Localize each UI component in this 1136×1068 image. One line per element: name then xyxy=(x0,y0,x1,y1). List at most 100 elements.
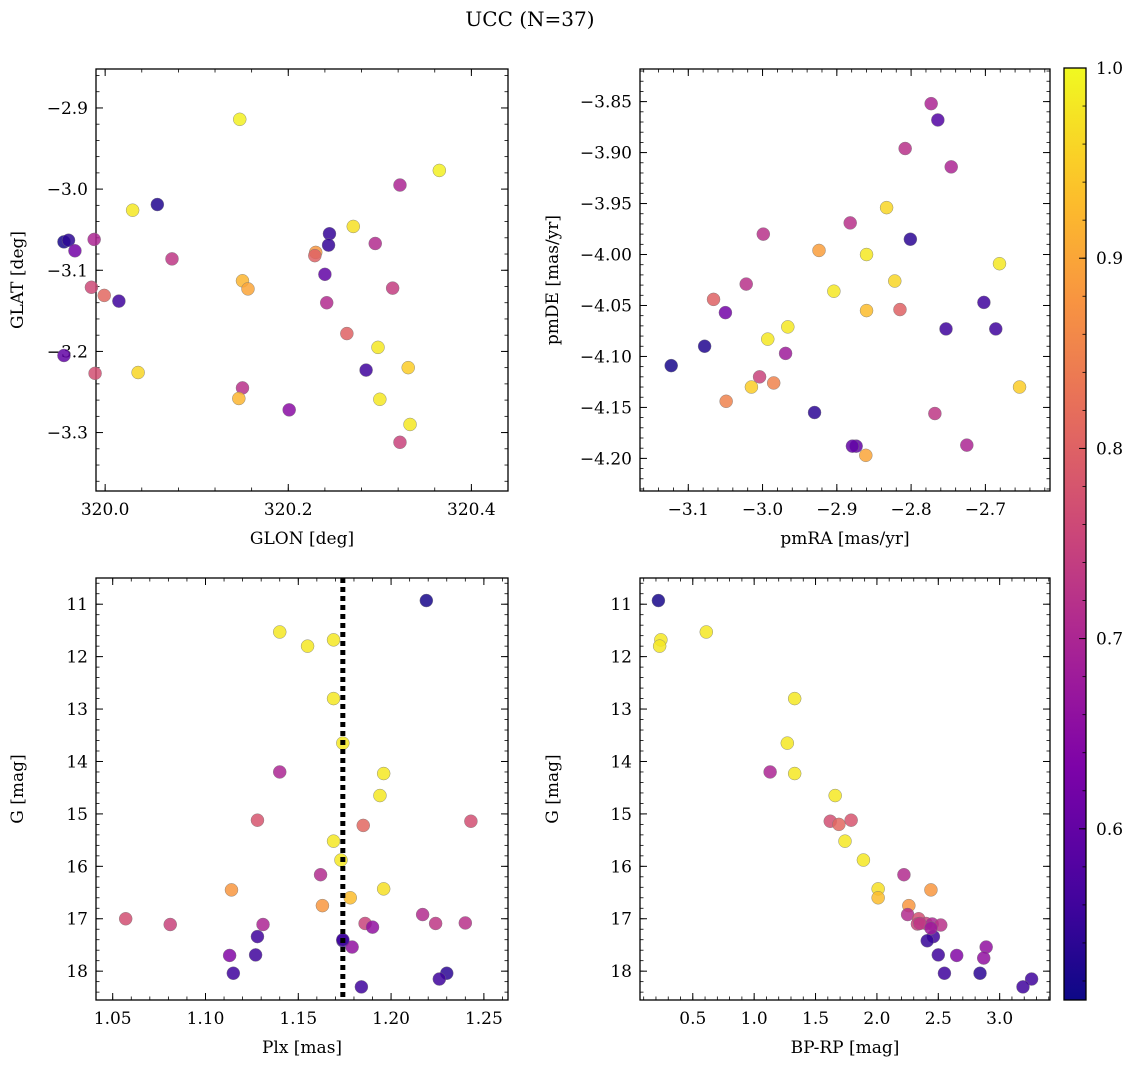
scatter-points xyxy=(651,593,1039,994)
y-tick-label: −4.20 xyxy=(580,449,632,469)
y-tick-label: −3.85 xyxy=(580,93,632,113)
scatter-point xyxy=(859,247,874,262)
scatter-point xyxy=(315,898,330,913)
scatter-point xyxy=(326,633,341,647)
scatter-point xyxy=(282,403,296,417)
y-tick-label: −3.90 xyxy=(580,144,632,164)
scatter-point xyxy=(326,834,341,848)
x-tick-label: −3.0 xyxy=(742,500,783,520)
scatter-point xyxy=(61,233,76,247)
scatter-point xyxy=(960,438,974,452)
scatter-point xyxy=(651,593,666,608)
colorbar-tick-label: 0.9 xyxy=(1096,249,1123,269)
y-tick-label: 16 xyxy=(66,857,88,877)
axes-frame xyxy=(95,577,509,1001)
scatter-point xyxy=(744,380,759,394)
scatter-point xyxy=(718,305,733,320)
panel-color-magnitude: 0.5 1.0 1.5 2.0 2.5 3.0 11 12 13 14 15 16 17 18 BP-RP … xyxy=(543,577,1051,1058)
scatter-point xyxy=(838,834,852,848)
scatter-point xyxy=(373,788,387,803)
scatter-point xyxy=(233,112,247,127)
scatter-point xyxy=(845,439,860,453)
y-tick-label: −4.10 xyxy=(580,347,632,367)
x-axis-label: GLON [deg] xyxy=(250,529,354,549)
y-tick-label: −3.0 xyxy=(47,180,88,200)
x-tick-label: 1.10 xyxy=(187,1009,225,1029)
y-tick-label: 15 xyxy=(66,805,88,825)
scatter-point xyxy=(931,948,945,962)
x-tick-label: 320.2 xyxy=(264,500,313,520)
scatter-point xyxy=(112,294,126,308)
scatter-point xyxy=(354,980,369,994)
scatter-point xyxy=(365,920,380,934)
scatter-point xyxy=(832,817,846,832)
scatter-point xyxy=(321,238,336,252)
scatter-point xyxy=(356,818,370,833)
colorbar-tick-label: 0.6 xyxy=(1096,820,1123,840)
axes-frame xyxy=(639,68,1051,492)
y-tick-label: −4.05 xyxy=(580,296,632,316)
x-tick-label: −3.1 xyxy=(668,500,709,520)
scatter-point xyxy=(373,392,387,406)
scatter-point xyxy=(371,340,385,355)
scatter-point xyxy=(898,141,912,156)
scatter-point xyxy=(893,302,907,317)
scatter-point xyxy=(250,813,265,827)
scatter-point xyxy=(256,917,270,932)
scatter-point xyxy=(88,366,102,381)
colorbar-tick-label: 0.8 xyxy=(1096,439,1123,459)
scatter-point xyxy=(224,883,239,897)
scatter-points xyxy=(57,112,447,450)
scatter-point xyxy=(359,363,373,377)
scatter-point xyxy=(652,639,667,653)
scatter-point xyxy=(812,243,826,258)
scatter-point xyxy=(320,296,334,310)
scatter-point xyxy=(944,160,958,174)
scatter-point xyxy=(928,406,942,421)
scatter-point xyxy=(393,178,407,192)
y-tick-label: 16 xyxy=(610,857,632,877)
scatter-point xyxy=(393,435,407,450)
scatter-point xyxy=(973,966,987,980)
scatter-point xyxy=(992,256,1007,271)
y-tick-label: 15 xyxy=(610,805,632,825)
scatter-point xyxy=(719,394,733,408)
scatter-point xyxy=(939,322,953,336)
scatter-point xyxy=(859,303,874,318)
colorbar-tick-label: 1.0 xyxy=(1096,59,1123,79)
y-tick-label: −3.3 xyxy=(47,424,88,444)
scatter-point xyxy=(828,788,842,803)
y-tick-label: −4.15 xyxy=(580,398,632,418)
scatter-point xyxy=(931,113,945,127)
scatter-point xyxy=(432,163,447,178)
scatter-point xyxy=(706,292,721,307)
scatter-point xyxy=(87,232,101,247)
y-axis-label: G [mag] xyxy=(543,754,563,823)
y-tick-label: 14 xyxy=(66,752,88,772)
scatter-point xyxy=(318,267,332,282)
scatter-point xyxy=(761,332,775,346)
x-tick-label: −2.8 xyxy=(890,500,931,520)
scatter-point xyxy=(920,934,934,948)
scatter-point xyxy=(756,227,770,241)
panel-parallax-magnitude: 1.05 1.10 1.15 1.20 1.25 11 12 13 14 15 16 17 18 Plx … xyxy=(8,577,509,1058)
scatter-point xyxy=(415,907,430,922)
scatter-point xyxy=(57,348,71,363)
panel-proper-motion: −3.1 −3.0 −2.9 −2.8 −2.7 −3.85 −3.90 −3.95 −4.00… xyxy=(543,68,1051,549)
x-tick-label: 2.5 xyxy=(925,1009,952,1029)
y-axis-label: G [mag] xyxy=(8,754,28,823)
scatter-point xyxy=(664,358,678,373)
scatter-point xyxy=(250,929,265,944)
scatter-point xyxy=(432,972,447,986)
scatter-point xyxy=(843,216,857,230)
scatter-point xyxy=(97,288,111,303)
scatter-point xyxy=(241,282,255,296)
x-axis-label: BP-RP [mag] xyxy=(791,1038,900,1058)
scatter-point xyxy=(165,252,179,266)
scatter-point xyxy=(232,391,246,406)
x-tick-label: 1.0 xyxy=(741,1009,768,1029)
y-tick-label: −2.9 xyxy=(47,99,88,119)
scatter-point xyxy=(950,948,964,963)
scatter-point xyxy=(428,916,443,931)
scatter-point xyxy=(131,365,145,380)
